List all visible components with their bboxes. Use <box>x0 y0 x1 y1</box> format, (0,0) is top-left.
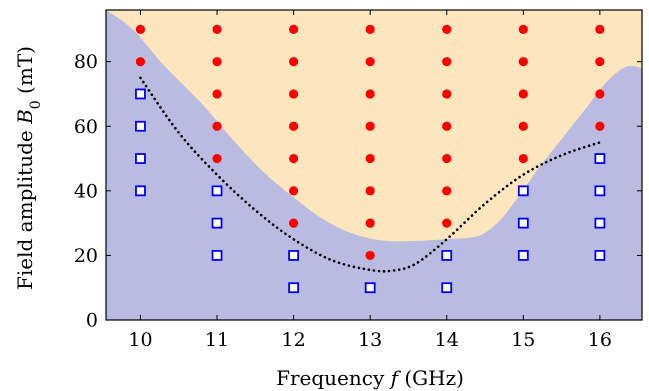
data-point-square <box>211 185 223 197</box>
data-point-circle <box>365 24 375 34</box>
data-point-circle <box>365 153 375 164</box>
x-tick-label: 14 <box>435 329 459 351</box>
data-point-circle <box>289 186 299 196</box>
data-point-square <box>288 282 300 294</box>
data-point-circle <box>518 57 528 67</box>
data-point-circle <box>365 218 375 228</box>
data-point-circle <box>595 89 605 99</box>
data-point-circle <box>442 89 452 99</box>
y-tick-label: 40 <box>74 180 98 202</box>
data-point-square <box>135 88 146 100</box>
data-point-square <box>135 120 146 132</box>
x-tick-label: 12 <box>282 329 306 351</box>
data-point-square <box>211 250 223 261</box>
region-lower <box>106 10 642 320</box>
data-point-circle <box>135 57 146 67</box>
data-point-circle <box>212 89 222 99</box>
y-tick-label: 60 <box>74 116 98 138</box>
data-point-circle <box>518 89 528 99</box>
data-point-circle <box>442 57 452 67</box>
y-tick-label: 20 <box>74 245 98 267</box>
data-point-circle <box>365 250 375 261</box>
data-point-square <box>135 185 146 197</box>
data-point-circle <box>442 121 452 131</box>
data-point-circle <box>212 24 222 34</box>
threshold-curve <box>139 76 602 273</box>
data-point-circle <box>442 153 452 164</box>
y-axis-label: Field amplitude B0 (mT) <box>13 46 44 290</box>
data-point-circle <box>595 57 605 67</box>
data-markers <box>135 24 606 294</box>
data-point-circle <box>289 89 299 99</box>
data-point-square <box>594 250 606 261</box>
threshold-curve-layer <box>139 76 602 273</box>
x-tick-label: 13 <box>358 329 382 351</box>
data-point-circle <box>518 121 528 131</box>
data-point-circle <box>289 57 299 67</box>
data-point-circle <box>289 153 299 164</box>
data-point-circle <box>365 186 375 196</box>
data-point-square <box>135 153 146 164</box>
data-point-square <box>364 282 376 294</box>
data-point-square <box>288 250 300 261</box>
data-point-square <box>594 153 606 164</box>
data-point-circle <box>442 218 452 228</box>
data-point-circle <box>595 24 605 34</box>
data-point-circle <box>289 218 299 228</box>
data-point-circle <box>135 24 146 34</box>
y-axis-ticks: 0 20 40 60 80 <box>74 51 642 332</box>
data-point-square <box>517 217 529 229</box>
x-tick-label: 16 <box>588 329 612 351</box>
data-point-circle <box>518 153 528 164</box>
data-point-square <box>211 217 223 229</box>
data-point-circle <box>289 121 299 131</box>
y-tick-label: 80 <box>74 51 98 73</box>
data-point-square <box>594 185 606 197</box>
plot-area <box>106 10 642 320</box>
x-tick-label: 11 <box>205 329 229 351</box>
data-point-circle <box>365 57 375 67</box>
data-point-square <box>517 185 529 197</box>
data-point-circle <box>289 24 299 34</box>
data-point-square <box>441 282 453 294</box>
data-point-circle <box>595 121 605 131</box>
data-point-square <box>594 217 606 229</box>
data-point-circle <box>212 153 222 164</box>
data-point-circle <box>365 89 375 99</box>
data-point-circle <box>518 24 528 34</box>
data-point-circle <box>212 121 222 131</box>
axes-frame <box>105 9 643 321</box>
x-tick-label: 10 <box>128 329 152 351</box>
data-point-square <box>441 250 453 261</box>
data-point-circle <box>365 121 375 131</box>
data-point-square <box>517 250 529 261</box>
y-tick-label: 0 <box>86 310 98 332</box>
x-axis-ticks: 10 11 12 13 14 15 16 <box>128 10 612 351</box>
x-axis-label: Frequency f (GHz) <box>276 366 464 390</box>
data-point-circle <box>442 24 452 34</box>
data-point-circle <box>212 57 222 67</box>
x-tick-label: 15 <box>511 329 535 351</box>
data-point-circle <box>442 186 452 196</box>
